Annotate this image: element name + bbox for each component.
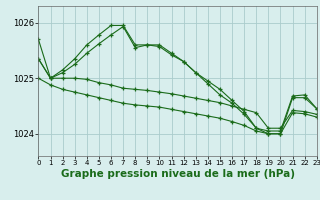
X-axis label: Graphe pression niveau de la mer (hPa): Graphe pression niveau de la mer (hPa) [60, 169, 295, 179]
